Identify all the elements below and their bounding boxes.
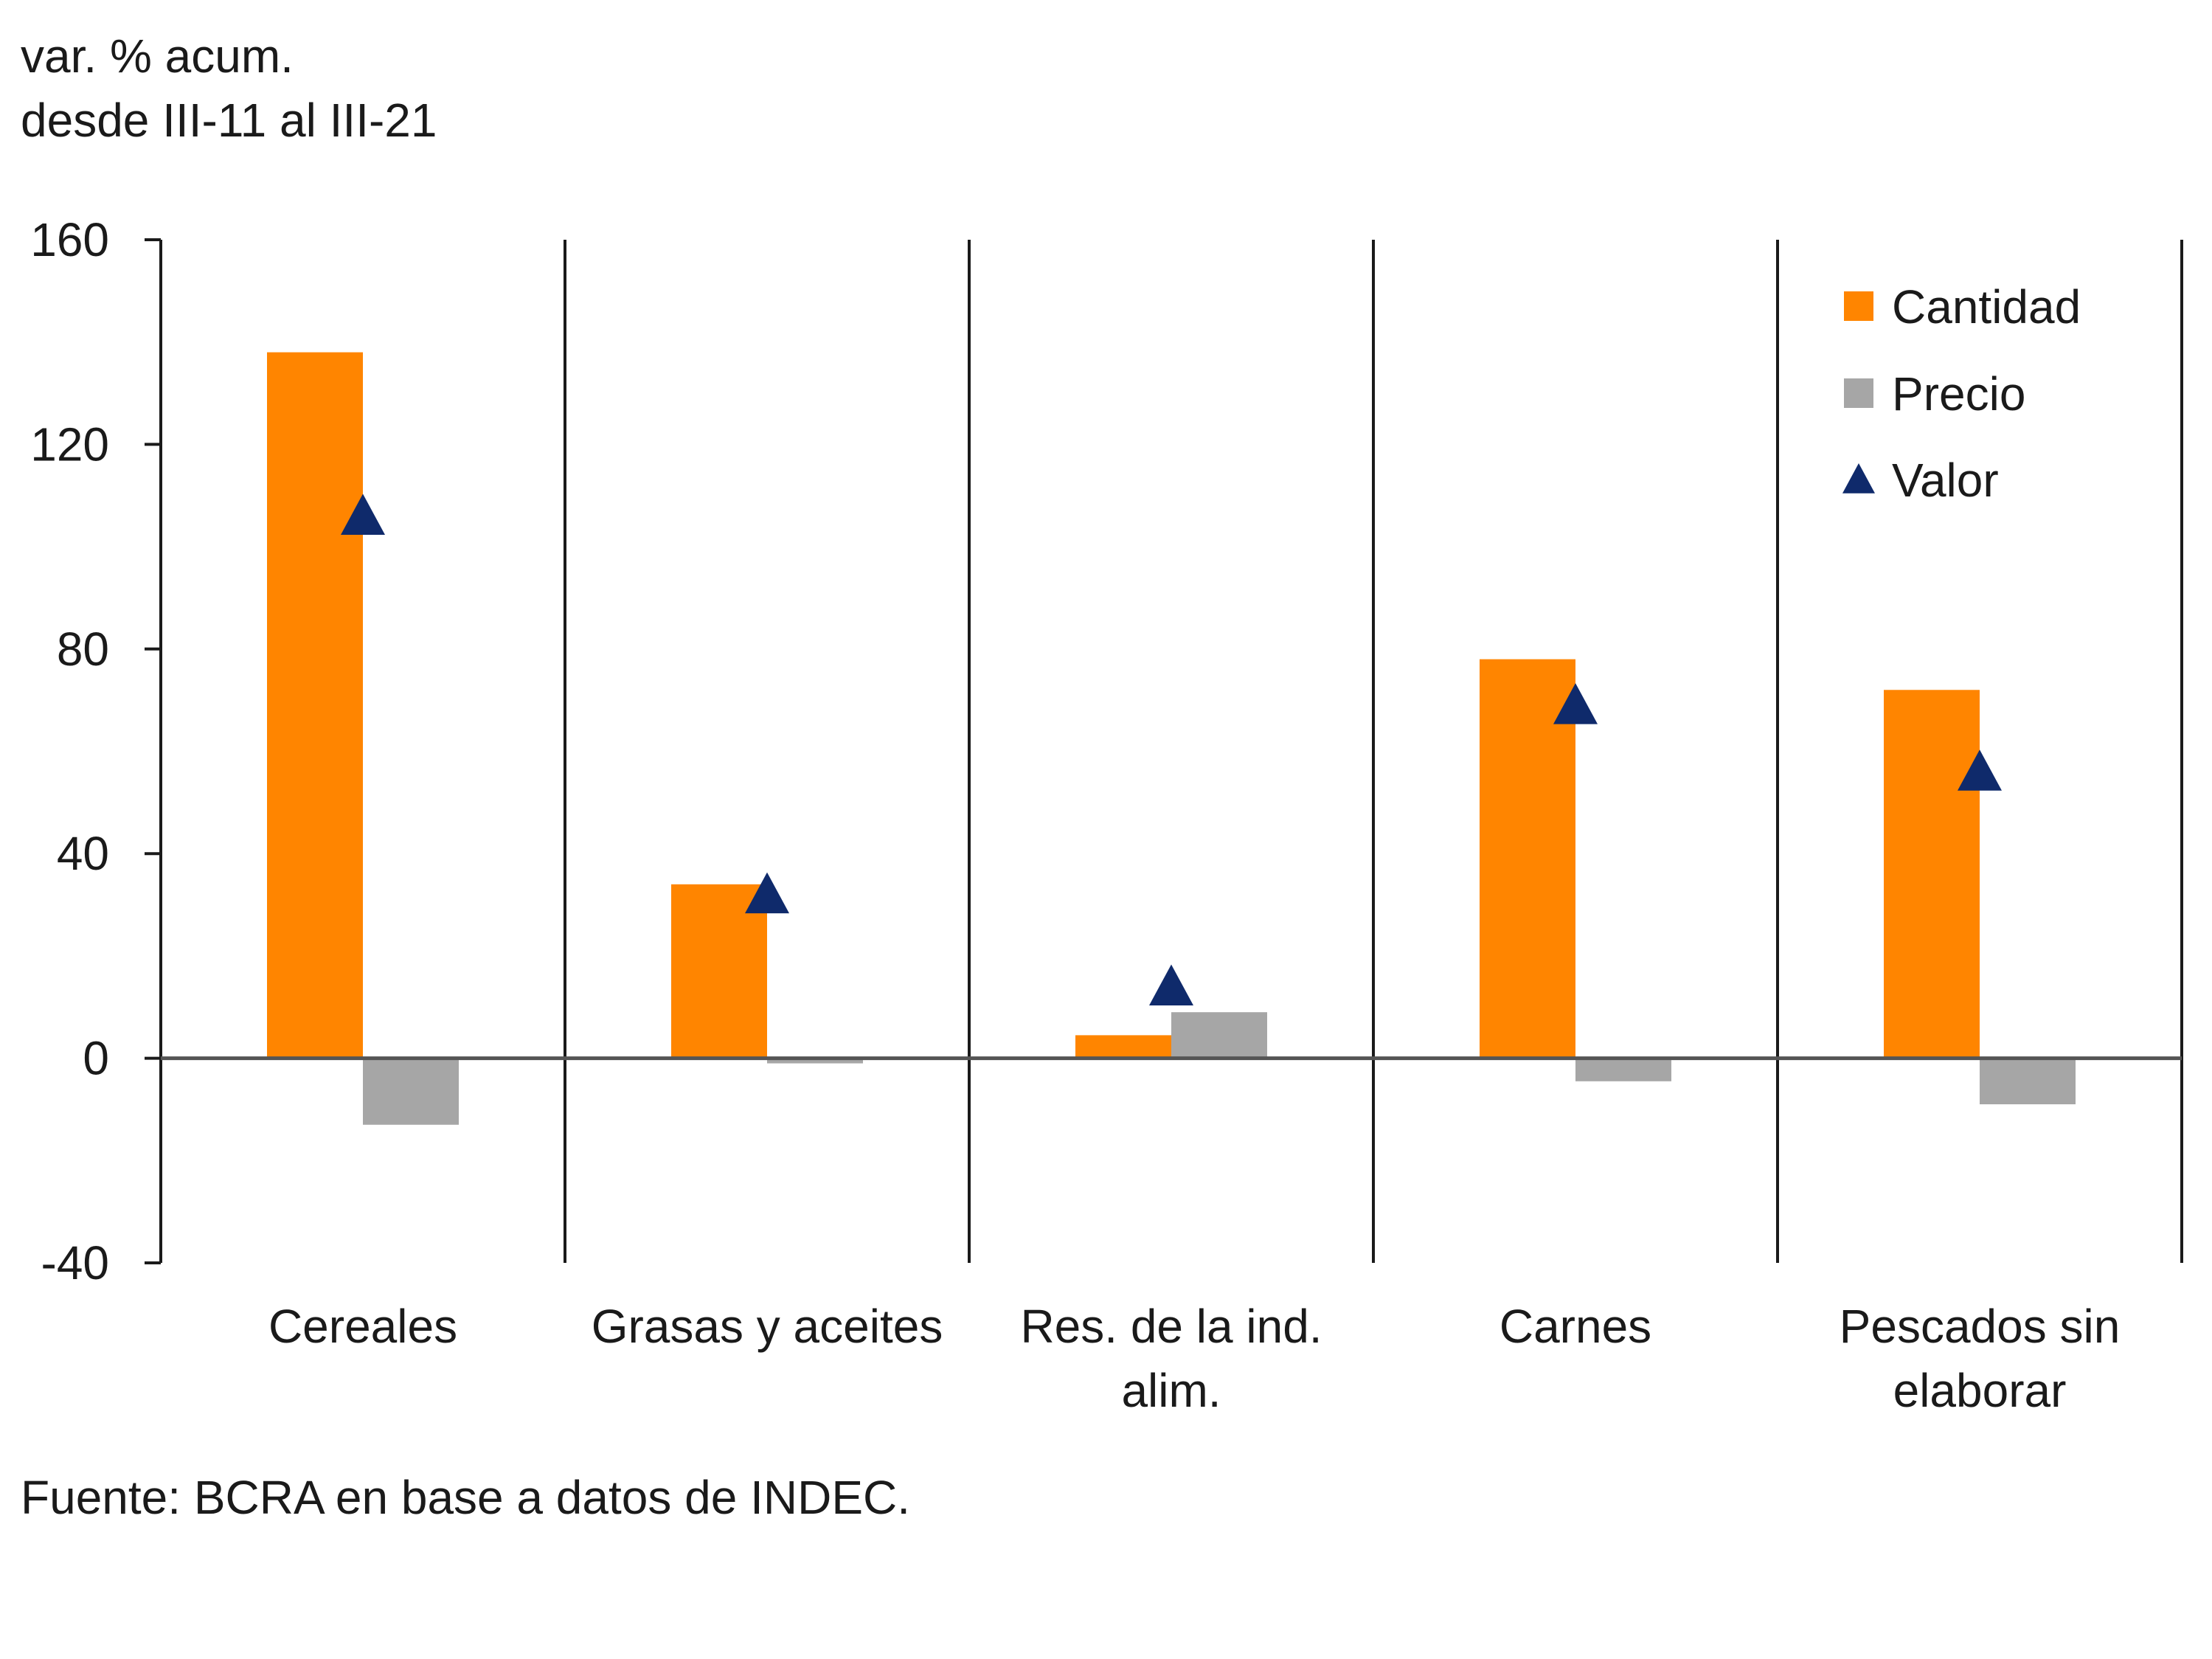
bar-cantidad-3 bbox=[1480, 659, 1575, 1059]
category-label-3-0: Carnes bbox=[1499, 1300, 1651, 1353]
bar-cantidad-2 bbox=[1075, 1035, 1171, 1059]
bar-precio-4 bbox=[1980, 1058, 2076, 1105]
y-tick-label-3: 40 bbox=[57, 827, 109, 880]
bar-precio-2 bbox=[1171, 1012, 1267, 1059]
category-label-0-0: Cereales bbox=[268, 1300, 457, 1353]
legend-swatch-valor bbox=[1842, 463, 1875, 493]
bar-cantidad-0 bbox=[267, 352, 363, 1059]
category-label-4-0: Pescados sin bbox=[1840, 1300, 2121, 1353]
bar-precio-3 bbox=[1575, 1058, 1671, 1081]
marker-valor-0 bbox=[341, 493, 385, 535]
y-axis-label-line-2: desde III-11 al III-21 bbox=[21, 94, 437, 147]
category-label-1-0: Grasas y aceites bbox=[592, 1300, 943, 1353]
legend-label-precio: Precio bbox=[1892, 367, 2025, 420]
marker-valor-1 bbox=[745, 872, 789, 914]
y-tick-label-4: 0 bbox=[83, 1032, 109, 1085]
category-label-2-0: Res. de la ind. bbox=[1020, 1300, 1322, 1353]
bar-cantidad-4 bbox=[1884, 690, 1980, 1059]
source-note: Fuente: BCRA en base a datos de INDEC. bbox=[21, 1471, 910, 1524]
y-tick-label-5: -40 bbox=[41, 1236, 110, 1289]
category-label-4-1: elaborar bbox=[1893, 1364, 2067, 1417]
marker-valor-3 bbox=[1553, 683, 1598, 724]
bar-precio-1 bbox=[767, 1058, 863, 1064]
legend-swatch-cantidad bbox=[1844, 291, 1873, 321]
bar-precio-0 bbox=[363, 1058, 459, 1125]
legend-label-valor: Valor bbox=[1892, 454, 1999, 507]
marker-valor-2 bbox=[1149, 964, 1193, 1006]
y-tick-label-1: 120 bbox=[30, 418, 109, 471]
y-axis-label-line-1: var. % acum. bbox=[21, 30, 294, 83]
legend-label-cantidad: Cantidad bbox=[1892, 280, 2081, 333]
category-label-2-1: alim. bbox=[1121, 1364, 1221, 1417]
y-tick-label-0: 160 bbox=[30, 213, 109, 266]
y-tick-label-2: 80 bbox=[57, 623, 109, 676]
marker-valor-4 bbox=[1958, 749, 2002, 791]
legend-swatch-precio bbox=[1844, 378, 1873, 408]
